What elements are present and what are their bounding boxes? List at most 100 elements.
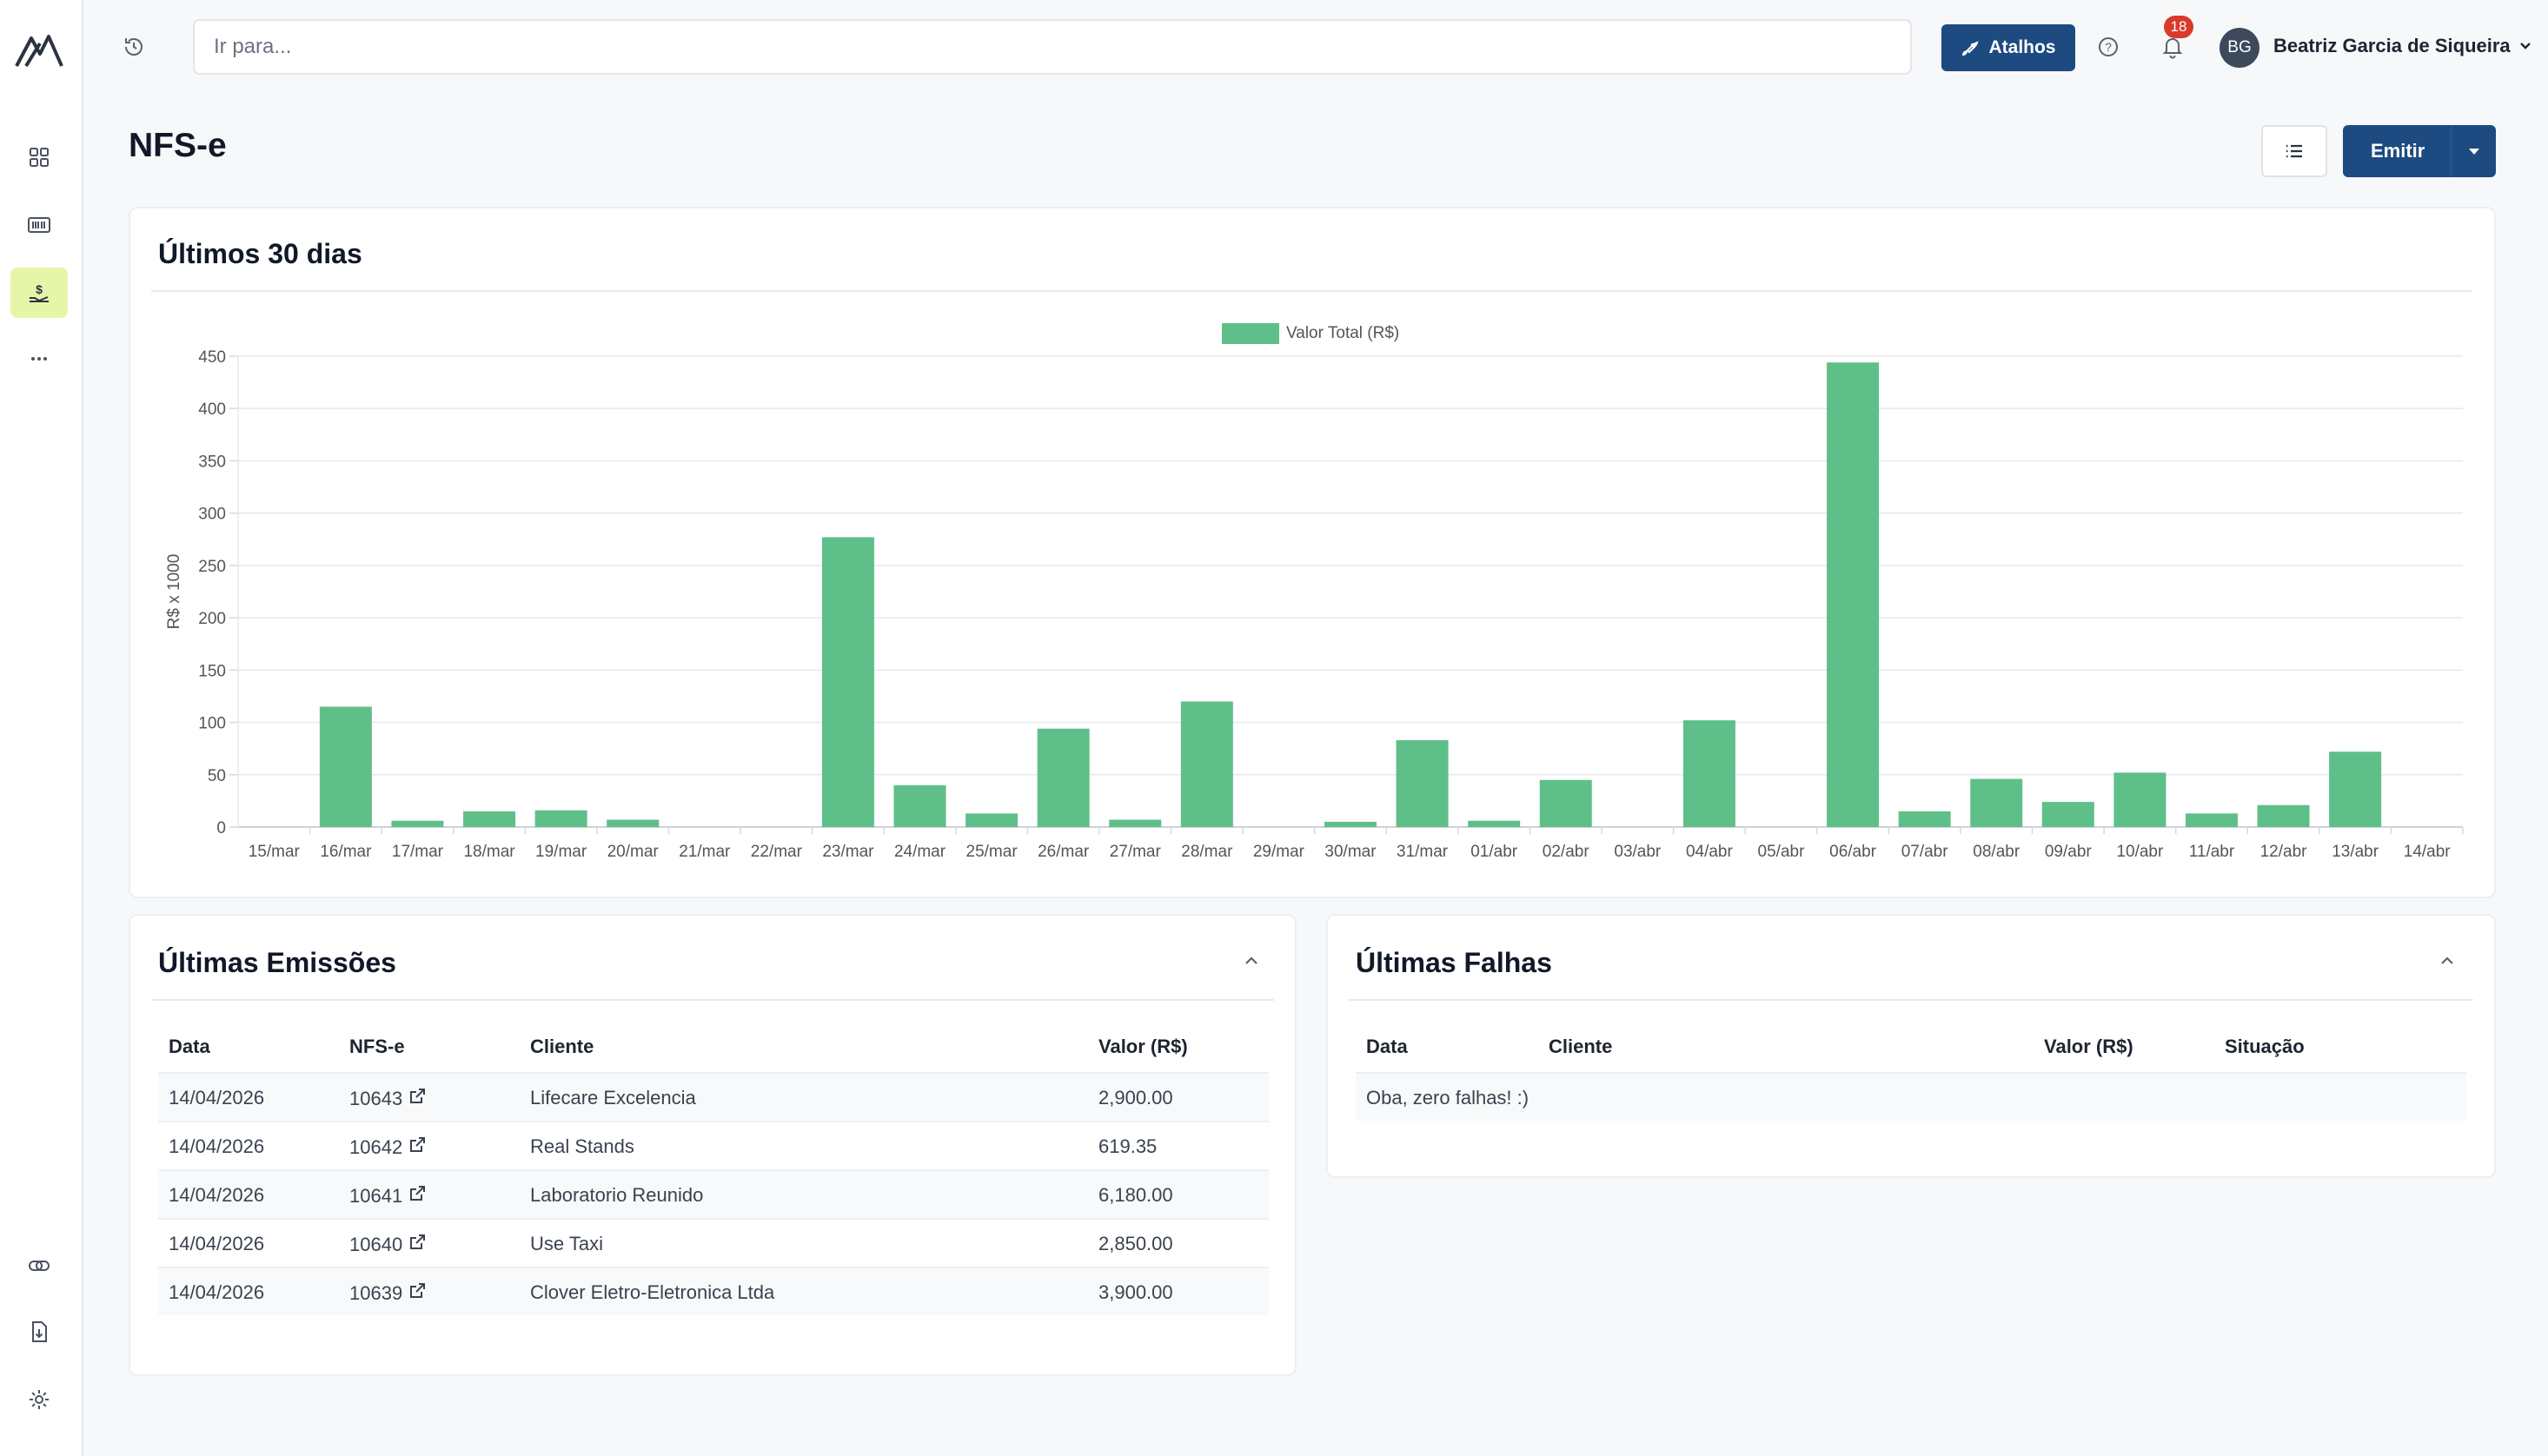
cell-date: 14/04/2026: [169, 1087, 265, 1109]
gear-icon: [30, 1390, 49, 1409]
sidebar-item-settings[interactable]: [10, 1374, 68, 1425]
nfse-number[interactable]: 10643: [349, 1088, 403, 1109]
cell-date: 14/04/2026: [169, 1184, 265, 1206]
table-row[interactable]: 14/04/2026 10642 Real Stands 619.35: [158, 1121, 1269, 1169]
emissions-card-divider: [151, 999, 1274, 1001]
cell-nfse[interactable]: 10641: [349, 1184, 427, 1208]
cell-nfse[interactable]: 10639: [349, 1281, 427, 1306]
user-menu[interactable]: Beatriz Garcia de Siqueira: [2273, 35, 2533, 57]
external-link-icon[interactable]: [408, 1087, 427, 1111]
table-row[interactable]: 14/04/2026 10643 Lifecare Excelencia 2,900.…: [158, 1072, 1269, 1121]
help-button[interactable]: ?: [2093, 31, 2124, 63]
failures-empty-message: Oba, zero falhas! :): [1366, 1087, 1529, 1109]
chart-card-title: Últimos 30 dias: [158, 238, 362, 269]
table-row[interactable]: 14/04/2026 10640 Use Taxi 2,850.00: [158, 1218, 1269, 1267]
shortcuts-button[interactable]: Atalhos: [1941, 24, 2075, 71]
sidebar-item-more[interactable]: [10, 334, 68, 384]
nfse-number[interactable]: 10640: [349, 1234, 403, 1255]
sidebar-item-nfse[interactable]: $: [10, 268, 68, 318]
col-header-nfse[interactable]: NFS-e: [349, 1036, 405, 1057]
emit-button[interactable]: Emitir: [2343, 125, 2496, 177]
emissions-card-title: Últimas Emissões: [158, 947, 396, 978]
chevron-up-icon: [1245, 956, 1257, 964]
table-row[interactable]: 14/04/2026 10639 Clover Eletro-Eletronica …: [158, 1267, 1269, 1315]
cell-value: 2,900.00: [1098, 1087, 1173, 1109]
nfse-number[interactable]: 10641: [349, 1185, 403, 1207]
cell-date: 14/04/2026: [169, 1281, 265, 1303]
sidebar-item-dashboard[interactable]: [10, 132, 68, 182]
list-view-button[interactable]: [2261, 125, 2327, 177]
external-link-icon[interactable]: [408, 1135, 427, 1160]
cell-nfse[interactable]: 10640: [349, 1233, 427, 1257]
failures-card: [1326, 914, 2496, 1178]
history-button[interactable]: [116, 30, 151, 64]
cell-client: Use Taxi: [530, 1233, 603, 1254]
topbar: Atalhos ? 18 BG Beatriz Garcia de Siquei…: [83, 0, 2548, 96]
link-icon: [29, 1261, 50, 1271]
sidebar-item-boletos[interactable]: [10, 200, 68, 250]
chart-legend[interactable]: Valor Total (R$): [1222, 323, 1399, 344]
nfse-number[interactable]: 10639: [349, 1282, 403, 1304]
sidebar: $: [0, 0, 83, 1456]
cell-value: 3,900.00: [1098, 1281, 1173, 1303]
hand-money-icon: $: [30, 282, 49, 302]
failures-empty-row: Oba, zero falhas! :): [1356, 1072, 2466, 1121]
emit-label: Emitir: [2371, 140, 2425, 162]
document-download-icon: [32, 1321, 47, 1342]
cell-date: 14/04/2026: [169, 1233, 265, 1254]
notification-count-badge: 18: [2164, 16, 2193, 38]
table-row[interactable]: 14/04/2026 10641 Laboratorio Reunido 6,180.…: [158, 1169, 1269, 1218]
chevron-up-icon: [2441, 956, 2453, 964]
bell-icon: [2162, 38, 2183, 59]
chart-card-divider: [151, 290, 2472, 292]
external-link-icon[interactable]: [408, 1184, 427, 1208]
legend-label: Valor Total (R$): [1286, 324, 1400, 342]
cell-value: 6,180.00: [1098, 1184, 1173, 1206]
caret-down-icon: [2468, 149, 2479, 155]
emit-dropdown-toggle[interactable]: [2451, 125, 2496, 177]
help-circle-icon: ?: [2099, 37, 2118, 56]
cell-nfse[interactable]: 10642: [349, 1135, 427, 1160]
more-dots-icon: [31, 357, 47, 361]
list-icon: [2286, 144, 2302, 158]
col-header-value[interactable]: Valor (R$): [1098, 1036, 1188, 1057]
nfse-number[interactable]: 10642: [349, 1136, 403, 1158]
external-link-icon[interactable]: [408, 1233, 427, 1257]
barcode-icon: [28, 217, 50, 233]
dashboard-grid-icon: [30, 148, 49, 167]
failures-col-header-status[interactable]: Situação: [2225, 1036, 2305, 1057]
external-link-icon[interactable]: [408, 1281, 427, 1306]
failures-col-header-date[interactable]: Data: [1366, 1036, 1408, 1057]
emissions-collapse-button[interactable]: [1234, 943, 1269, 978]
logo-icon[interactable]: [14, 30, 64, 71]
sidebar-item-downloads[interactable]: [10, 1307, 68, 1357]
svg-text:?: ?: [2105, 40, 2112, 54]
chart-card: [129, 207, 2496, 898]
cell-nfse[interactable]: 10643: [349, 1087, 427, 1111]
legend-swatch: [1222, 323, 1279, 344]
cell-date: 14/04/2026: [169, 1135, 265, 1157]
avatar[interactable]: BG: [2220, 28, 2259, 68]
history-icon: [125, 38, 143, 56]
cell-value: 619.35: [1098, 1135, 1158, 1157]
user-name-label: Beatriz Garcia de Siqueira: [2273, 35, 2511, 56]
cell-client: Lifecare Excelencia: [530, 1087, 696, 1109]
rocket-icon: [1962, 41, 1980, 56]
failures-col-header-value[interactable]: Valor (R$): [2044, 1036, 2133, 1057]
cell-value: 2,850.00: [1098, 1233, 1173, 1254]
cell-client: Real Stands: [530, 1135, 634, 1157]
svg-text:$: $: [36, 282, 43, 296]
col-header-date[interactable]: Data: [169, 1036, 210, 1057]
failures-card-title: Últimas Falhas: [1356, 947, 1552, 978]
sidebar-item-integrations[interactable]: [10, 1241, 68, 1291]
notifications-button[interactable]: [2155, 30, 2190, 64]
page-title: NFS-e: [129, 127, 227, 164]
failures-collapse-button[interactable]: [2430, 943, 2465, 978]
failures-card-divider: [1349, 999, 2473, 1001]
failures-col-header-client[interactable]: Cliente: [1549, 1036, 1613, 1057]
cell-client: Clover Eletro-Eletronica Ltda: [530, 1281, 775, 1303]
col-header-client[interactable]: Cliente: [530, 1036, 594, 1057]
chevron-down-icon: [2519, 43, 2531, 50]
shortcuts-label: Atalhos: [1988, 37, 2056, 57]
search-input[interactable]: [193, 19, 1912, 75]
